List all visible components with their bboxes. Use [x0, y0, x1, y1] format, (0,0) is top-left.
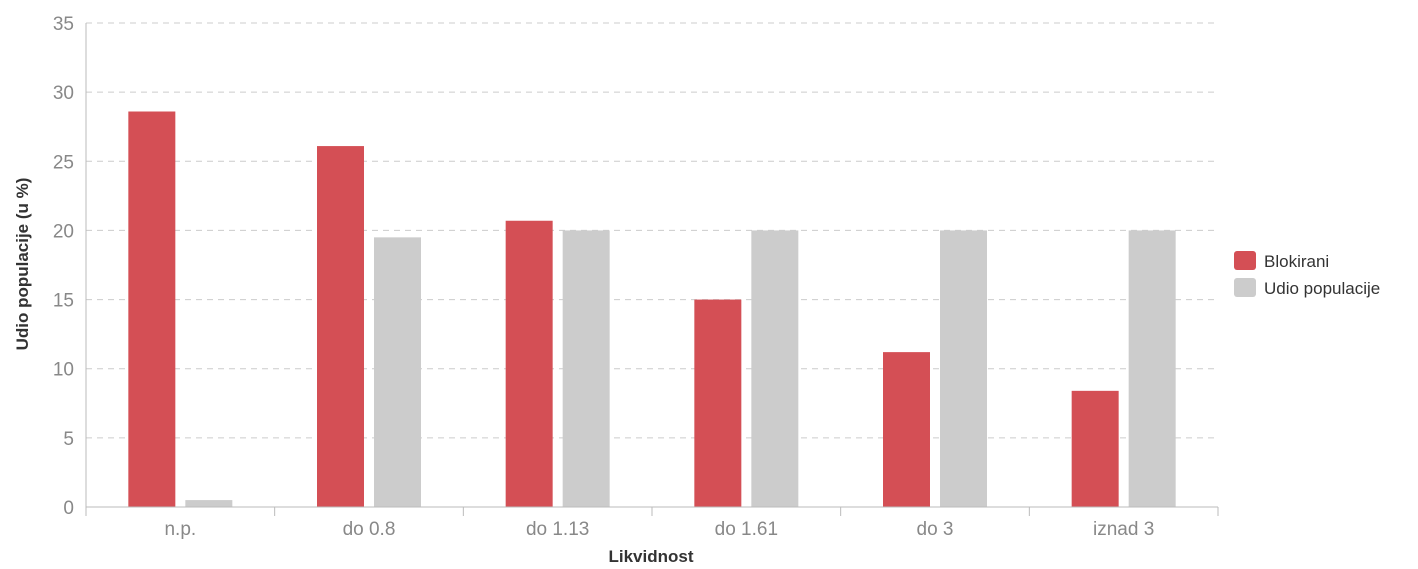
bars	[128, 111, 1176, 508]
bar-udio-populacije[interactable]	[751, 230, 799, 507]
bar-udio-populacije[interactable]	[374, 237, 421, 508]
legend-label[interactable]: Blokirani	[1264, 252, 1329, 271]
bar-blokirani[interactable]	[694, 299, 742, 507]
bar-udio-populacije[interactable]	[562, 230, 610, 507]
x-tick-label: do 1.61	[715, 519, 778, 540]
x-tick-label: do 1.13	[526, 519, 589, 540]
bar-udio-populacije[interactable]	[185, 500, 233, 507]
x-tick-label: do 3	[917, 519, 954, 540]
grid-lines	[86, 22, 1218, 439]
legend-label[interactable]: Udio populacije	[1264, 279, 1380, 298]
legend-swatch[interactable]	[1234, 278, 1256, 297]
bar-blokirani[interactable]	[505, 220, 553, 507]
y-tick-label: 0	[63, 498, 74, 519]
y-tick-label: 30	[53, 83, 74, 104]
x-tick-label: n.p.	[164, 519, 196, 540]
bar-blokirani[interactable]	[883, 352, 930, 507]
x-tick-label: iznad 3	[1093, 519, 1154, 540]
x-axis-title: Likvidnost	[608, 547, 693, 566]
y-axis-ticks: 0 5 10 15 20 25 30 35	[53, 14, 87, 519]
y-tick-label: 25	[53, 152, 74, 173]
x-axis: n.p. do 0.8 do 1.13 do 1.61 do 3 iznad 3	[85, 506, 1219, 540]
legend: Blokirani Udio populacije	[1234, 251, 1380, 298]
y-tick-label: 5	[63, 429, 74, 450]
bar-blokirani[interactable]	[317, 146, 364, 507]
bar-blokirani[interactable]	[1071, 390, 1119, 507]
y-tick-label: 10	[53, 360, 74, 381]
y-axis-title: Udio populacije (u %)	[13, 178, 32, 351]
y-tick-label: 35	[53, 14, 74, 35]
bar-blokirani[interactable]	[128, 111, 176, 507]
legend-swatch[interactable]	[1234, 251, 1256, 270]
y-tick-label: 20	[53, 221, 74, 242]
y-tick-label: 15	[53, 291, 74, 312]
bar-udio-populacije[interactable]	[940, 230, 987, 507]
bar-udio-populacije[interactable]	[1128, 230, 1176, 507]
x-tick-label: do 0.8	[343, 519, 396, 540]
